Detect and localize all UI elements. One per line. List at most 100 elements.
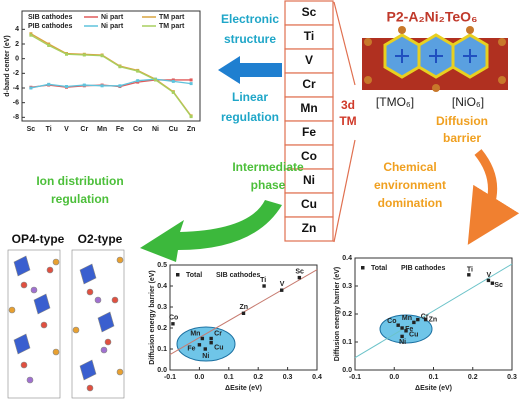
point: [65, 52, 68, 56]
legend-swatch: [361, 266, 365, 270]
y-tick-label: -2: [13, 70, 19, 77]
y-tick-label: 0.1: [157, 346, 167, 353]
y-tick-label: 0.0: [157, 367, 167, 374]
element: V: [305, 53, 313, 67]
y-tick-label: 0.3: [342, 283, 352, 290]
cell: [284, 72, 334, 98]
label: [TMO₆]: [376, 95, 414, 109]
x-tick-label: 0.2: [468, 374, 478, 381]
label: O2-type: [78, 232, 123, 246]
y-tick-label: 0.3: [157, 304, 167, 311]
series-line: [30, 33, 192, 117]
series-line: [30, 78, 192, 89]
element: Zn: [302, 221, 317, 235]
cell: [284, 192, 334, 218]
y-axis-label: Diffusion energy barrier (eV): [149, 270, 156, 365]
label: Linear: [232, 90, 268, 104]
point: [65, 85, 68, 89]
point: [171, 90, 175, 94]
element: Cu: [301, 197, 317, 211]
y-tick-label: 0.2: [157, 325, 167, 332]
label: regulation: [51, 192, 109, 206]
label: [NiO₆]: [452, 95, 484, 109]
y-tick-label: 0.0: [342, 367, 352, 374]
x-tick-label: Cr: [80, 126, 88, 133]
y-tick-label: 2: [15, 41, 19, 48]
label: phase: [251, 178, 286, 192]
point: [136, 69, 140, 73]
point: [404, 329, 408, 333]
point-label: Cr: [421, 313, 429, 320]
connector: [333, 1, 356, 243]
legend-label: Total: [186, 272, 202, 279]
legend-swatch: [176, 273, 180, 277]
fit-line: [354, 263, 513, 359]
point: [209, 336, 213, 341]
x-axis-label: ΔEsite (eV): [225, 385, 262, 392]
x-tick-label: 0.3: [507, 374, 517, 381]
point: [412, 320, 416, 325]
point-label: Ni: [399, 339, 406, 346]
element-column: Sc Ti V Cr Mn Fe Co Ni Cu Zn: [284, 0, 334, 242]
y-tick-label: 0.1: [342, 339, 352, 346]
point: [29, 33, 33, 37]
legend-title: PIB cathodes: [401, 265, 445, 272]
arrow: [218, 56, 282, 84]
label: Electronic: [221, 12, 279, 26]
x-axis-label: ΔEsite (eV): [415, 385, 452, 392]
y-tick-label: 0.5: [157, 262, 167, 269]
chart: -8 -6 -4 -2 0 2 4 Sc Ti V Cr Mn Fe Co Ni Cu Zn d-band cen…: [4, 10, 201, 133]
element: Ni: [303, 173, 315, 187]
x-tick-label: 0.0: [195, 374, 205, 381]
y-tick-label: -6: [13, 100, 19, 107]
point-label: Co: [387, 318, 396, 325]
label: structure: [224, 32, 276, 46]
point-label: Sc: [295, 268, 304, 275]
point: [82, 53, 86, 57]
legend-title: SIB cathodes: [216, 272, 260, 279]
point-label: Zn: [429, 316, 438, 323]
x-tick-label: Sc: [27, 126, 36, 133]
point-label: Ti: [467, 267, 473, 274]
point: [189, 82, 193, 86]
label: Diffusion: [436, 114, 488, 128]
point: [82, 83, 86, 87]
cell: [284, 0, 334, 26]
arrow: [467, 149, 520, 245]
point: [100, 54, 104, 58]
cell: [284, 216, 334, 242]
point: [118, 84, 122, 88]
plot-frame: [169, 264, 318, 371]
point-label: Cu: [409, 332, 418, 339]
point-label: Zn: [240, 304, 249, 311]
cell: [284, 120, 334, 146]
x-tick-label: Co: [133, 126, 142, 133]
x-tick-label: -0.1: [164, 374, 176, 381]
point: [241, 311, 246, 315]
label: barrier: [443, 131, 481, 145]
y-tick-label: 0.2: [342, 311, 352, 318]
point-label: Co: [169, 315, 178, 322]
point: [171, 322, 175, 326]
point: [29, 86, 33, 90]
legend-label: TM part: [159, 23, 185, 30]
crystal-structures: [7, 249, 125, 399]
label: Intermediate: [232, 160, 304, 174]
label: Chemical: [383, 160, 436, 174]
x-tick-label: 0.1: [429, 374, 439, 381]
label: 3d: [341, 98, 355, 112]
point: [197, 343, 202, 347]
x-tick-label: V: [64, 126, 69, 133]
point: [100, 84, 104, 88]
point-label: Cr: [214, 330, 222, 337]
point: [280, 288, 284, 292]
point: [47, 82, 51, 86]
honeycomb: [362, 26, 508, 92]
legend-title: SIB cathodes: [28, 14, 72, 21]
point: [118, 65, 122, 69]
label: domination: [378, 196, 443, 210]
point: [154, 78, 157, 82]
